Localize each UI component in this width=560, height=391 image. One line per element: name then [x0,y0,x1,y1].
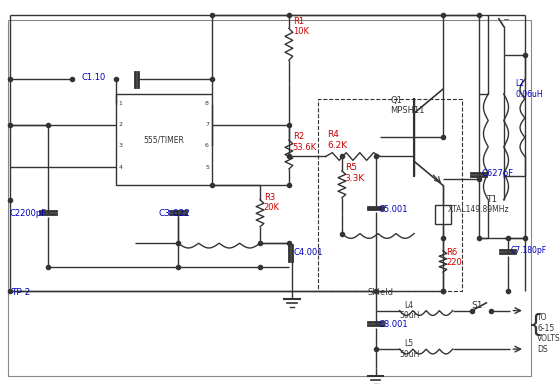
Text: C3.022: C3.022 [159,210,191,219]
Text: R1
10K: R1 10K [293,17,309,36]
Text: Q1
MPSH11: Q1 MPSH11 [390,96,424,115]
Text: R4
6.2K: R4 6.2K [328,130,348,150]
Text: {: { [528,313,544,337]
Bar [435,204,451,224]
Text: L4
50uH: L4 50uH [399,301,419,320]
Text: TO
6-15
VOLTS
DS: TO 6-15 VOLTS DS [538,314,560,354]
Bar [115,94,212,185]
Text: 555/TIMER: 555/TIMER [143,135,184,144]
Text: 8: 8 [205,101,209,106]
Text: 2: 2 [119,122,123,127]
Text: L2
0.06uH: L2 0.06uH [515,79,543,99]
Text: R6
220: R6 220 [446,248,461,267]
Text: T1: T1 [486,195,497,204]
Text: R2
53.6K: R2 53.6K [293,133,317,152]
Text: C4.001: C4.001 [294,248,323,257]
Text: 5: 5 [205,165,209,170]
Text: R3
20K: R3 20K [264,193,280,212]
Text: C8.001: C8.001 [379,320,408,329]
Text: C2200pF: C2200pF [10,210,46,219]
Text: C5.001: C5.001 [379,204,408,213]
Text: 4: 4 [119,165,123,170]
Text: S1: S1 [471,301,483,310]
Text: TP 2: TP 2 [12,289,31,298]
Text: C1.10: C1.10 [82,73,106,82]
Text: 3: 3 [119,143,123,149]
Text: 7: 7 [205,122,209,127]
Text: C7.180pF: C7.180pF [510,246,547,255]
Text: C627pF: C627pF [482,169,514,178]
Text: XTAL149.89MHz: XTAL149.89MHz [448,204,510,213]
Text: 6: 6 [205,143,209,149]
Text: Shield: Shield [367,289,394,298]
Text: 1: 1 [119,101,122,106]
Text: R5
3.3K: R5 3.3K [345,163,365,183]
Bar [318,99,462,291]
Text: L5
50uH: L5 50uH [399,339,419,359]
